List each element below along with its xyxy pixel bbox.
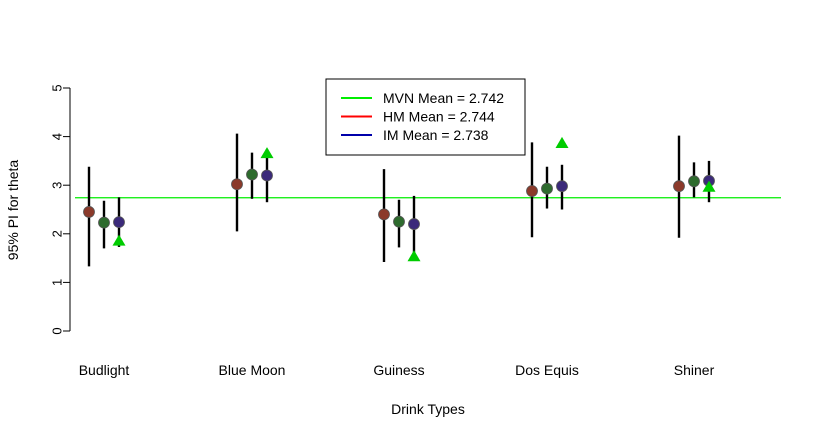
mean-point [541,182,553,195]
x-tick-label: Blue Moon [219,362,286,378]
y-tick-label: 5 [50,84,65,91]
legend: MVN Mean = 2.742 HM Mean = 2.744 IM Mean =… [325,78,526,156]
triangle-point [407,250,421,262]
legend-label: IM Mean = 2.738 [383,127,489,143]
mean-point [378,208,390,221]
mean-point [526,185,538,197]
triangle-point [555,136,569,148]
y-axis-label: 95% PI for theta [5,160,21,261]
points-group [83,136,716,262]
triangle-point [702,180,716,192]
triangle-point [260,147,274,159]
triangle-point [112,234,126,246]
legend-label: MVN Mean = 2.742 [383,90,504,106]
x-axis-label: Drink Types [391,401,465,417]
mean-point [261,169,273,182]
x-tick-label: Budlight [79,362,130,378]
mean-point [688,175,700,188]
x-tick-label: Shiner [674,362,715,378]
mean-point [83,206,95,218]
legend-label: HM Mean = 2.744 [383,109,495,125]
mean-point [673,180,685,193]
y-tick-label: 4 [50,133,65,140]
mean-point [98,216,110,229]
y-tick-label: 2 [50,230,65,237]
mean-point [113,216,125,229]
mean-point [231,178,243,191]
axes: 0 1 2 3 4 5 Budlight Blue Moon Guiness Dos Equis S… [50,84,715,378]
mean-point [556,180,568,193]
y-tick-label: 0 [50,327,65,334]
y-tick-label: 1 [50,279,65,286]
y-tick-label: 3 [50,182,65,189]
x-tick-label: Guiness [373,362,424,378]
mean-point [408,218,420,230]
mean-point [246,168,258,181]
x-tick-label: Dos Equis [515,362,579,378]
mean-point [393,215,405,228]
